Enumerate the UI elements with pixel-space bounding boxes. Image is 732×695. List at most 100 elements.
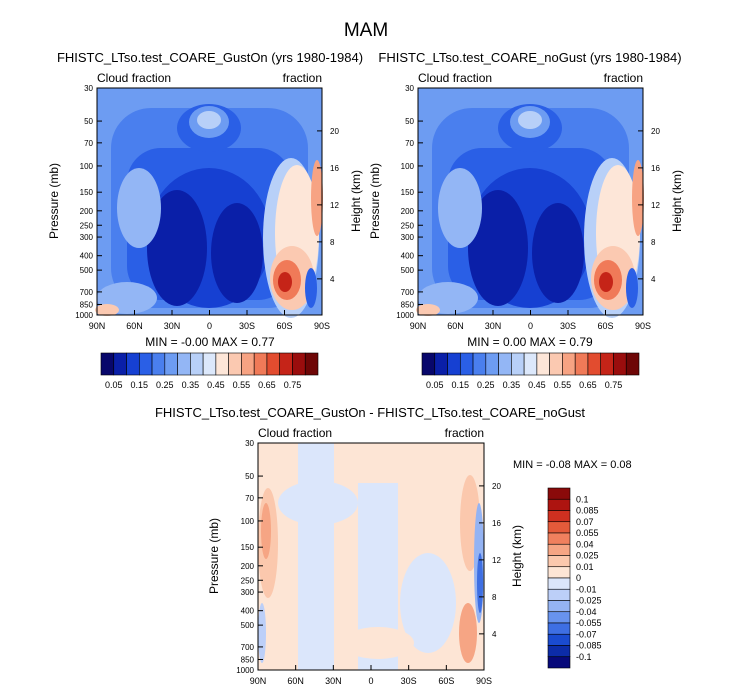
y-tick-label: 700: [241, 643, 255, 652]
colorbar-swatch: [547, 498, 571, 511]
colorbar-swatch: [202, 352, 217, 376]
panel-title: FHISTC_LTso.test_COARE_GustOn (yrs 1980-…: [57, 50, 363, 65]
x-tick-label: 90S: [314, 321, 330, 331]
colorbar-label: 0.085: [576, 506, 599, 516]
y-axis-label: Pressure (mb): [207, 518, 221, 594]
y-tick-label: 850: [80, 300, 94, 309]
colorbar-swatch: [547, 611, 571, 624]
colorbar-label: -0.07: [576, 629, 597, 639]
x-tick-label: 30S: [560, 321, 576, 331]
colorbar-label: -0.04: [576, 607, 597, 617]
colorbar-label: 0.55: [554, 380, 572, 390]
y2-tick-label: 20: [330, 127, 339, 136]
panel-no-gust: FHISTC_LTso.test_COARE_noGust (yrs 1980-…: [368, 50, 684, 390]
y-tick-label: 500: [80, 266, 94, 275]
x-tick-label: 90S: [476, 676, 492, 686]
y2-tick-label: 12: [330, 201, 339, 210]
y-tick-label: 700: [401, 288, 415, 297]
colorbar-swatch: [421, 352, 436, 376]
y2-axis-label: Height (km): [349, 170, 363, 232]
x-tick-label: 90N: [410, 321, 427, 331]
colorbar-swatch: [485, 352, 499, 376]
colorbar-label: 0.75: [605, 380, 623, 390]
colorbar-swatch: [536, 352, 550, 376]
x-tick-label: 90N: [250, 676, 267, 686]
y-tick-label: 400: [80, 252, 94, 261]
y-tick-label: 50: [84, 117, 93, 126]
y2-axis-label: Height (km): [510, 525, 524, 587]
y-tick-label: 250: [241, 576, 255, 585]
panel-title: FHISTC_LTso.test_COARE_noGust (yrs 1980-…: [378, 50, 681, 65]
colorbar-swatch: [241, 352, 255, 376]
panel-difference: FHISTC_LTso.test_COARE_GustOn - FHISTC_L…: [155, 405, 632, 686]
y-tick-label: 100: [401, 162, 415, 171]
y-tick-label: 200: [401, 207, 415, 216]
y2-tick-label: 16: [330, 164, 339, 173]
colorbar-label: 0.07: [576, 517, 594, 527]
colorbar-swatch: [547, 622, 571, 635]
colorbar-label: -0.085: [576, 641, 602, 651]
colorbar-swatch: [547, 645, 571, 658]
y-tick-label: 100: [80, 162, 94, 171]
panel-left-label: Cloud fraction: [97, 71, 171, 85]
colorbar-swatch: [164, 352, 178, 376]
panel-title: FHISTC_LTso.test_COARE_GustOn - FHISTC_L…: [155, 405, 585, 420]
colorbar-swatch: [138, 352, 153, 376]
figure-title: MAM: [344, 20, 388, 41]
y-tick-label: 70: [405, 139, 414, 148]
colorbar-label: -0.055: [576, 618, 602, 628]
colorbar-swatch: [279, 352, 293, 376]
colorbar-swatch: [574, 352, 589, 376]
y2-tick-label: 8: [492, 593, 497, 602]
y-axis-label: Pressure (mb): [47, 163, 61, 239]
colorbar-swatch: [547, 656, 571, 669]
x-tick-label: 30N: [485, 321, 502, 331]
x-tick-label: 60N: [447, 321, 464, 331]
colorbar-swatch: [547, 487, 571, 500]
colorbar-label: 0.35: [182, 380, 200, 390]
colorbar-swatch: [100, 352, 115, 376]
colorbar-label: 0.55: [233, 380, 251, 390]
y-tick-label: 400: [401, 252, 415, 261]
y-tick-label: 100: [241, 517, 255, 526]
y-tick-label: 1000: [236, 666, 254, 675]
y-tick-label: 200: [80, 207, 94, 216]
colorbar-label: 0.01: [576, 562, 594, 572]
y-tick-label: 250: [401, 221, 415, 230]
colorbar-swatch: [547, 510, 571, 523]
heatmap-field: [416, 88, 644, 318]
y2-tick-label: 12: [651, 201, 660, 210]
y-tick-label: 400: [241, 607, 255, 616]
panel-right-label: fraction: [445, 426, 484, 440]
colorbar-swatch: [547, 532, 571, 545]
y-tick-label: 1000: [396, 311, 414, 320]
x-tick-label: 60S: [438, 676, 454, 686]
y-tick-label: 30: [84, 84, 93, 93]
stats-label: MIN = -0.00 MAX = 0.77: [145, 335, 275, 349]
colorbar-swatch: [547, 555, 571, 568]
x-tick-label: 30S: [401, 676, 417, 686]
y-tick-label: 30: [245, 439, 254, 448]
y-axis-label: Pressure (mb): [368, 163, 382, 239]
y-tick-label: 200: [241, 562, 255, 571]
y-tick-label: 150: [401, 188, 415, 197]
y2-axis-label: Height (km): [670, 170, 684, 232]
colorbar-swatch: [625, 352, 640, 376]
x-tick-label: 0: [368, 676, 373, 686]
colorbar-swatch: [190, 352, 204, 376]
colorbar-swatch: [292, 352, 306, 376]
colorbar-swatch: [498, 352, 512, 376]
y2-tick-label: 12: [492, 556, 501, 565]
y2-tick-label: 20: [651, 127, 660, 136]
x-tick-label: 0: [207, 321, 212, 331]
colorbar-swatch: [253, 352, 268, 376]
y-tick-label: 700: [80, 288, 94, 297]
colorbar-label: 0.025: [576, 551, 599, 561]
y-tick-label: 50: [245, 472, 254, 481]
panel-left-label: Cloud fraction: [418, 71, 492, 85]
colorbar-label: 0.35: [503, 380, 521, 390]
heatmap-field: [258, 443, 484, 670]
x-tick-label: 30S: [239, 321, 255, 331]
panel-left-label: Cloud fraction: [258, 426, 332, 440]
heatmap-field: [95, 88, 323, 318]
